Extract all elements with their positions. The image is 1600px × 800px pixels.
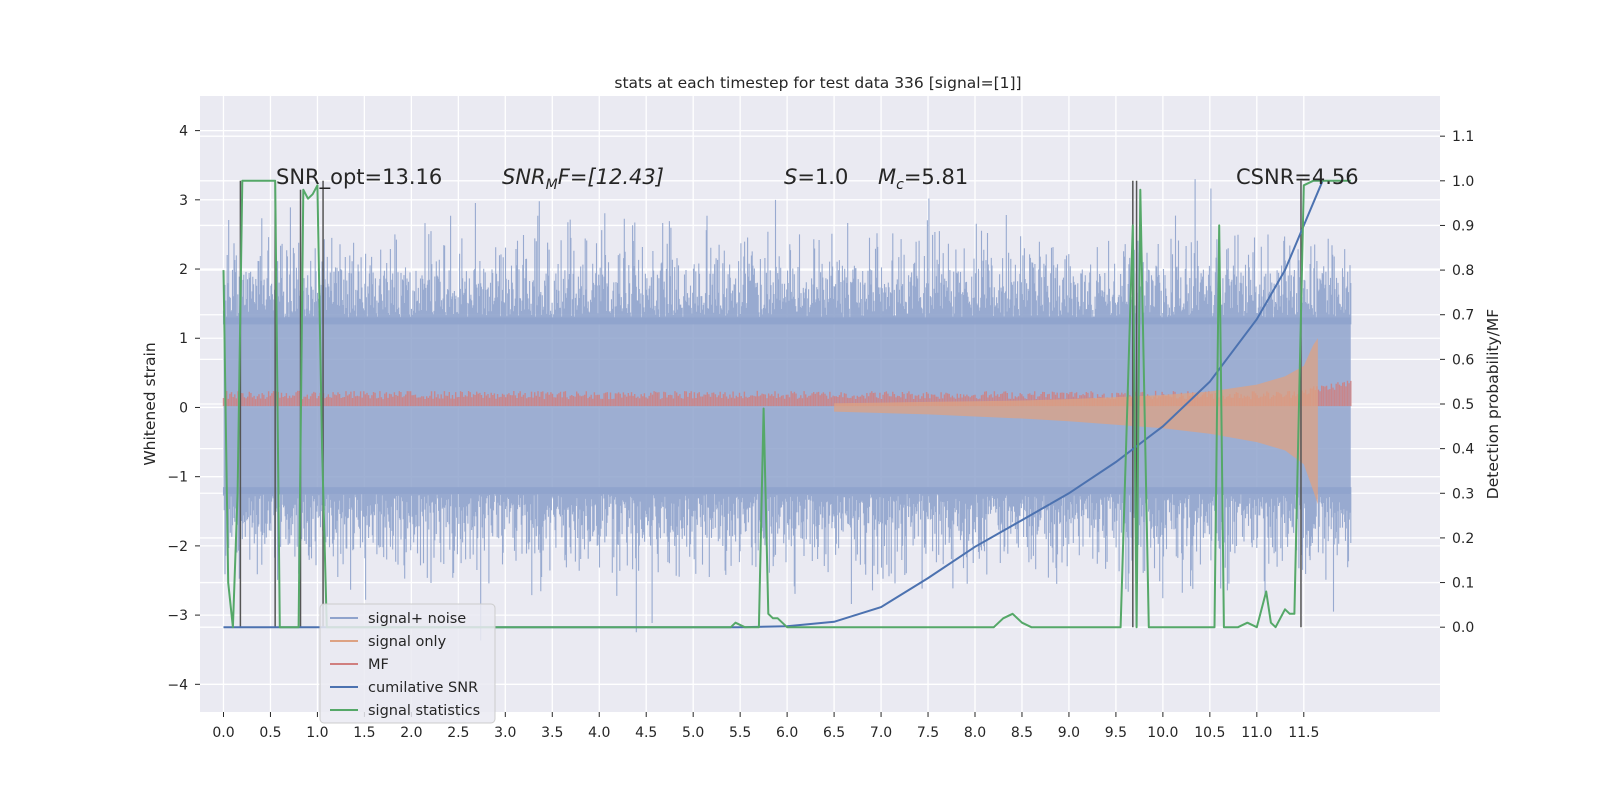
x-tick-label: 10.5 bbox=[1194, 725, 1225, 741]
y2-tick-label: 0.1 bbox=[1452, 576, 1474, 592]
y2-tick-label: 0.7 bbox=[1452, 308, 1474, 324]
x-tick-label: 5.0 bbox=[682, 725, 704, 741]
x-tick-label: 9.5 bbox=[1105, 725, 1127, 741]
signal-plus-noise-lower-spikes bbox=[222, 487, 1352, 641]
x-tick-label: 1.5 bbox=[353, 725, 375, 741]
x-tick-label: 8.0 bbox=[964, 725, 986, 741]
x-tick-label: 6.5 bbox=[823, 725, 845, 741]
x-tick-label: 8.5 bbox=[1011, 725, 1033, 741]
y-axis-label: Whitened strain bbox=[141, 342, 159, 465]
chart-title: stats at each timestep for test data 336… bbox=[614, 74, 1021, 92]
annotation-mc-sub: c bbox=[896, 177, 904, 193]
y-tick-label: −3 bbox=[167, 608, 188, 624]
x-tick-label: 1.0 bbox=[306, 725, 328, 741]
x-tick-label: 11.5 bbox=[1288, 725, 1319, 741]
y2-tick-label: 0.9 bbox=[1452, 218, 1474, 234]
series-signal-only bbox=[834, 338, 1318, 505]
y2-tick-label: 0.4 bbox=[1452, 442, 1474, 458]
x-tick-label: 0.5 bbox=[259, 725, 281, 741]
legend-label: signal only bbox=[368, 634, 447, 650]
annotation-mc-label: M bbox=[878, 165, 896, 189]
y2-tick-label: 0.8 bbox=[1452, 263, 1474, 279]
x-tick-label: 9.0 bbox=[1058, 725, 1080, 741]
signal-only-envelope bbox=[834, 338, 1318, 505]
y-tick-label: −4 bbox=[167, 677, 188, 693]
annotation-s: S=1.0 bbox=[784, 165, 848, 189]
cumilative-snr-line bbox=[223, 180, 1324, 629]
x-tick-label: 10.0 bbox=[1147, 725, 1178, 741]
y2-tick-label: 0.3 bbox=[1452, 486, 1474, 502]
annotation-s-label: S bbox=[784, 165, 797, 189]
x-tick-label: 5.5 bbox=[729, 725, 751, 741]
series-cumilative-snr bbox=[223, 180, 1324, 629]
annotation-snr-mf-sub: M bbox=[546, 177, 558, 193]
y2-tick-label: 0.0 bbox=[1452, 620, 1474, 636]
x-tick-label: 7.5 bbox=[917, 725, 939, 741]
legend-label: MF bbox=[368, 657, 389, 673]
y2-axis-label: Detection probability/MF bbox=[1484, 309, 1502, 500]
legend-label: cumilative SNR bbox=[368, 680, 478, 696]
annotation-s-value: =1.0 bbox=[797, 165, 848, 189]
annotation-snr-mf-label: SNR bbox=[502, 165, 546, 189]
legend-label: signal statistics bbox=[368, 703, 480, 719]
x-tick-label: 4.5 bbox=[635, 725, 657, 741]
y2-tick-label: 0.5 bbox=[1452, 397, 1474, 413]
y2-tick-label: 0.2 bbox=[1452, 531, 1474, 547]
y2-tick-label: 1.0 bbox=[1452, 174, 1474, 190]
y-tick-label: −2 bbox=[167, 539, 188, 555]
y-tick-label: 3 bbox=[179, 193, 188, 209]
legend: signal+ noise signal only MF cumilative SNR… bbox=[319, 603, 496, 724]
x-tick-label: 0.0 bbox=[212, 725, 234, 741]
legend-box bbox=[319, 603, 496, 724]
y-tick-label: 4 bbox=[179, 124, 188, 140]
series-signal-statistics bbox=[222, 179, 1351, 629]
annotation-csnr: CSNR=4.56 bbox=[1236, 165, 1359, 189]
y-tick-label: 2 bbox=[179, 262, 188, 278]
x-tick-label: 6.0 bbox=[776, 725, 798, 741]
x-tick-label: 7.0 bbox=[870, 725, 892, 741]
y-tick-label: 0 bbox=[179, 400, 188, 416]
legend-label: signal+ noise bbox=[368, 611, 466, 627]
y2-tick-label: 0.6 bbox=[1452, 352, 1474, 368]
x-tick-label: 3.0 bbox=[494, 725, 516, 741]
axis-ticks: 0.0 0.5 1.0 1.5 2.0 2.5 3.0 3.5 4.0 4.5 5.0 5.5 6.0 6… bbox=[167, 124, 1474, 741]
annotation-snr-mf: SNRMF=[12.43] bbox=[502, 165, 664, 193]
signal-statistics-line bbox=[222, 179, 1351, 629]
x-tick-label: 11.0 bbox=[1241, 725, 1272, 741]
x-tick-label: 2.0 bbox=[400, 725, 422, 741]
annotation-snr-mf-value: F=[12.43] bbox=[558, 165, 664, 189]
y-tick-label: −1 bbox=[167, 470, 188, 486]
annotation-snr-opt: SNR_opt=13.16 bbox=[276, 165, 442, 190]
annotation-mc-value: =5.81 bbox=[904, 165, 968, 189]
y-tick-label: 1 bbox=[179, 331, 188, 347]
x-tick-label: 2.5 bbox=[447, 725, 469, 741]
y2-tick-label: 1.1 bbox=[1452, 129, 1474, 145]
annotation-mc: Mc=5.81 bbox=[878, 165, 968, 193]
x-tick-label: 3.5 bbox=[541, 725, 563, 741]
x-tick-label: 4.0 bbox=[588, 725, 610, 741]
